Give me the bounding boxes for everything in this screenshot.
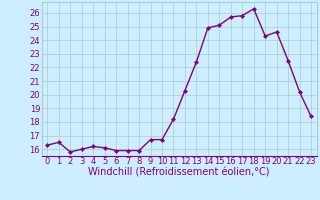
X-axis label: Windchill (Refroidissement éolien,°C): Windchill (Refroidissement éolien,°C) <box>88 168 270 178</box>
